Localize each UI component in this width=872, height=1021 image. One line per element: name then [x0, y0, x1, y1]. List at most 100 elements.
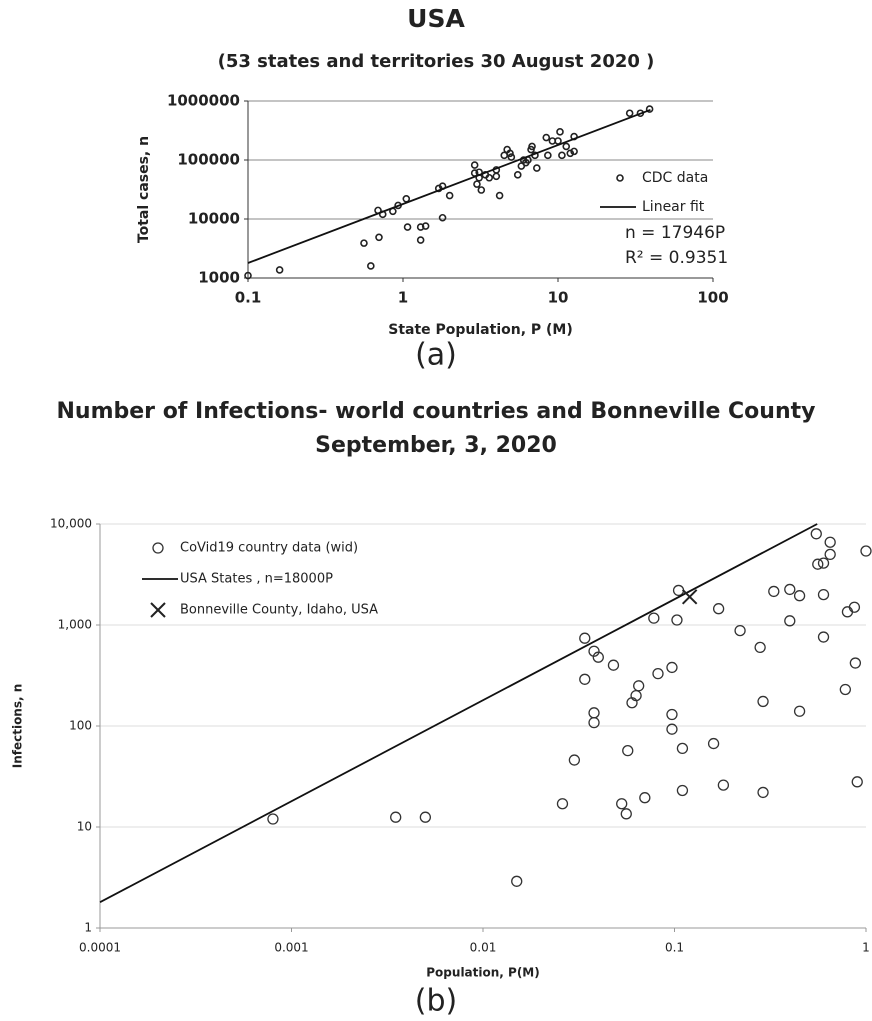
scatter-point	[416, 236, 425, 244]
scatter-point	[648, 612, 660, 624]
y-tick-label: 1000	[198, 269, 240, 287]
x-tick-label: 0.01	[470, 941, 497, 955]
x-tick-label: 1	[398, 289, 408, 307]
scatter-point	[768, 585, 780, 598]
scatter-point	[849, 657, 862, 669]
scatter-point	[528, 142, 536, 151]
scatter-point	[754, 641, 766, 654]
scatter-point	[841, 606, 854, 618]
scatter-point	[645, 105, 654, 113]
x-axis-label: State Population, P (M)	[388, 322, 573, 338]
chart-subtitle: (53 states and territories 30 August 202…	[218, 51, 655, 72]
chart-subtitle: September, 3, 2020	[315, 433, 557, 458]
scatter-point	[402, 194, 411, 203]
annotation: n = 17946P	[625, 223, 725, 243]
caption: (b)	[415, 984, 457, 1019]
scatter-point	[492, 172, 501, 181]
scatter-point	[275, 266, 284, 274]
scatter-point	[848, 601, 861, 613]
scatter-point	[588, 707, 600, 719]
scatter-point	[734, 624, 746, 637]
scatter-point	[839, 683, 851, 696]
scatter-point	[817, 631, 830, 643]
scatter-point	[473, 180, 481, 188]
scatter-point	[712, 603, 725, 615]
scatter-point	[639, 792, 651, 804]
x-axis-label: Population, P(M)	[426, 966, 539, 980]
scatter-point	[267, 813, 279, 825]
scatter-point	[666, 723, 678, 735]
scatter-point	[390, 811, 402, 823]
scatter-point	[620, 808, 632, 820]
scatter-point	[607, 659, 620, 671]
legend-symbol	[150, 602, 166, 618]
scatter-point	[419, 811, 432, 823]
x-tick-label: 1	[862, 941, 870, 955]
chart-title: Number of Infections- world countries an…	[57, 399, 816, 424]
scatter-point	[784, 615, 796, 627]
y-tick-label: 10000	[188, 210, 240, 228]
caption: (a)	[415, 338, 457, 373]
scatter-point	[566, 149, 575, 158]
scatter-point	[672, 584, 685, 597]
scatter-point	[812, 558, 824, 570]
fit-line	[99, 523, 818, 904]
legend-label: Linear fit	[642, 199, 705, 215]
y-tick-label: 100000	[177, 151, 240, 169]
y-tick-label: 10	[77, 820, 92, 834]
scatter-point	[588, 716, 600, 729]
scatter-point	[367, 262, 375, 270]
scatter-point	[793, 590, 806, 602]
scatter-point	[592, 651, 604, 663]
scatter-point	[556, 798, 569, 810]
scatter-point	[421, 222, 430, 230]
scatter-point	[616, 798, 628, 810]
scatter-point	[579, 632, 591, 644]
scatter-point	[860, 545, 872, 557]
scatter-point	[824, 548, 836, 561]
scatter-point	[666, 708, 678, 721]
scatter-point	[438, 213, 447, 222]
scatter-point	[666, 661, 678, 674]
scatter-point	[495, 191, 504, 200]
scatter-point	[676, 742, 689, 755]
scatter-point	[707, 737, 720, 750]
x-tick-label: 0.1	[665, 941, 684, 955]
scatter-point	[360, 239, 368, 247]
legend-symbol	[152, 542, 164, 554]
scatter-point	[625, 109, 634, 118]
scatter-point	[570, 147, 578, 156]
scatter-point	[554, 137, 562, 145]
scatter-point	[784, 583, 796, 596]
x-tick-label: 0.0001	[79, 941, 121, 955]
scatter-point	[817, 557, 830, 569]
scatter-point	[470, 161, 479, 169]
scatter-point	[507, 153, 516, 161]
annotation: R² = 0.9351	[625, 248, 728, 268]
scatter-point	[757, 786, 769, 799]
legend-symbol	[616, 174, 624, 182]
chart-title: USA	[407, 4, 465, 33]
scatter-point	[671, 614, 683, 626]
scatter-point	[533, 164, 541, 172]
x-tick-label: 0.001	[274, 941, 308, 955]
scatter-point	[477, 186, 486, 194]
scatter-point	[513, 171, 522, 179]
y-tick-label: 10,000	[50, 517, 92, 531]
scatter-point	[568, 754, 581, 766]
y-tick-label: 1	[84, 921, 92, 935]
scatter-point	[445, 191, 454, 200]
scatter-point	[579, 673, 591, 685]
y-tick-label: 1,000	[58, 618, 92, 632]
y-axis-label: Infections, n	[11, 684, 25, 769]
scatter-point	[810, 528, 822, 540]
scatter-point	[375, 233, 383, 242]
y-axis-label: Total cases, n	[136, 136, 152, 243]
scatter-point	[506, 149, 514, 158]
x-tick-label: 100	[697, 289, 728, 307]
scatter-point	[824, 536, 836, 548]
scatter-point	[633, 680, 645, 692]
cross-point-stroke	[681, 589, 698, 605]
scatter-point	[717, 779, 730, 791]
